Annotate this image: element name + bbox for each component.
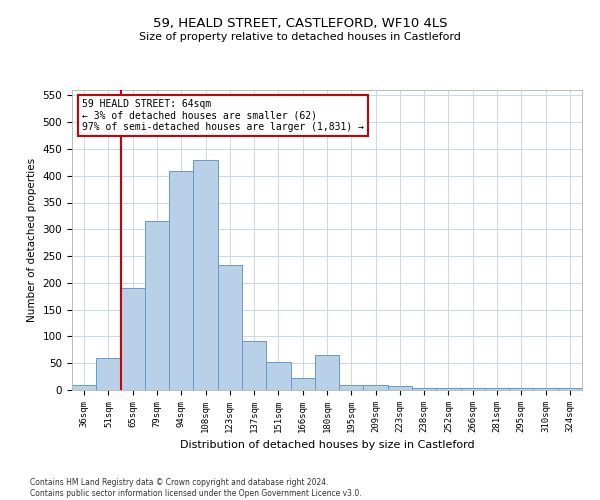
- Bar: [290, 378, 315, 390]
- Bar: [315, 355, 339, 390]
- Bar: [96, 358, 121, 390]
- Bar: [388, 386, 412, 390]
- Bar: [436, 388, 461, 390]
- Bar: [412, 388, 436, 390]
- Text: 59, HEALD STREET, CASTLEFORD, WF10 4LS: 59, HEALD STREET, CASTLEFORD, WF10 4LS: [153, 18, 447, 30]
- Bar: [364, 384, 388, 390]
- Text: Contains HM Land Registry data © Crown copyright and database right 2024.
Contai: Contains HM Land Registry data © Crown c…: [30, 478, 362, 498]
- Bar: [533, 388, 558, 390]
- Bar: [558, 388, 582, 390]
- Bar: [266, 362, 290, 390]
- Text: 59 HEALD STREET: 64sqm
← 3% of detached houses are smaller (62)
97% of semi-deta: 59 HEALD STREET: 64sqm ← 3% of detached …: [82, 99, 364, 132]
- Bar: [121, 288, 145, 390]
- Bar: [169, 172, 193, 390]
- X-axis label: Distribution of detached houses by size in Castleford: Distribution of detached houses by size …: [179, 440, 475, 450]
- Text: Size of property relative to detached houses in Castleford: Size of property relative to detached ho…: [139, 32, 461, 42]
- Bar: [145, 221, 169, 390]
- Bar: [339, 384, 364, 390]
- Bar: [218, 265, 242, 390]
- Bar: [509, 388, 533, 390]
- Bar: [485, 388, 509, 390]
- Y-axis label: Number of detached properties: Number of detached properties: [27, 158, 37, 322]
- Bar: [242, 340, 266, 390]
- Bar: [461, 388, 485, 390]
- Bar: [193, 160, 218, 390]
- Bar: [72, 384, 96, 390]
